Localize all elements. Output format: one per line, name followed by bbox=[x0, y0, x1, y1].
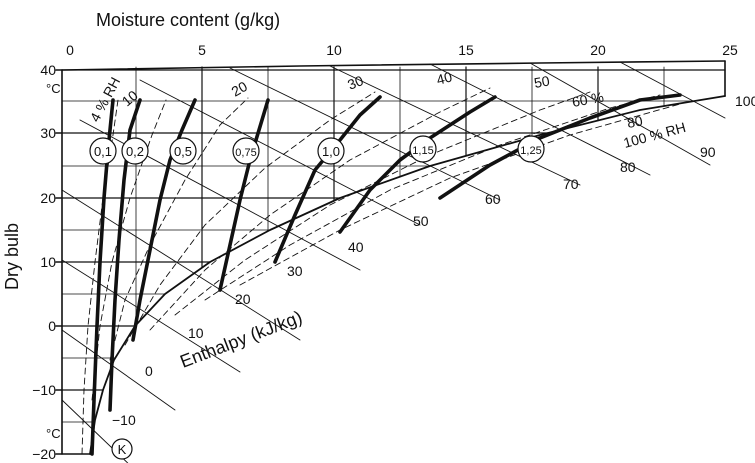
ratio-label-text: 1,15 bbox=[412, 145, 433, 157]
temperature-tick-label: −20 bbox=[32, 446, 56, 462]
relative-humidity-curve bbox=[204, 94, 661, 301]
temperature-tick-label: 0 bbox=[48, 318, 56, 334]
moisture-tick-label: 0 bbox=[66, 42, 74, 58]
enthalpy-value-label: 30 bbox=[287, 263, 303, 279]
ratio-label-circle bbox=[517, 135, 545, 163]
temperature-tick-label: 10 bbox=[40, 254, 56, 270]
relative-humidity-label: 50 bbox=[533, 72, 551, 90]
ratio-label-text: 0,75 bbox=[235, 147, 256, 159]
ratio-label-circle bbox=[409, 135, 437, 163]
relative-humidity-curve bbox=[239, 103, 681, 286]
relative-humidity-curve bbox=[124, 91, 376, 346]
y-axis-label: Dry bulb bbox=[2, 223, 22, 290]
relative-humidity-label: 80 bbox=[626, 112, 644, 130]
temperature-tick-label: 20 bbox=[40, 190, 56, 206]
temperature-tick-label: 40 bbox=[40, 62, 56, 78]
relative-humidity-label: 60 % bbox=[571, 89, 605, 110]
relative-humidity-label: 40 bbox=[435, 68, 454, 88]
enthalpy-value-label: 50 bbox=[413, 213, 429, 229]
relative-humidity-curve bbox=[149, 87, 491, 331]
moisture-tick-label: 25 bbox=[722, 42, 738, 58]
enthalpy-line bbox=[619, 61, 726, 119]
moisture-tick-label: 10 bbox=[326, 42, 342, 58]
enthalpy-value-label: 0 bbox=[145, 363, 153, 379]
moisture-tick-label: 15 bbox=[458, 42, 474, 58]
ratio-label-text: 1,25 bbox=[520, 145, 541, 157]
enthalpy-line bbox=[529, 62, 711, 166]
enthalpy-line bbox=[61, 259, 241, 373]
enthalpy-line bbox=[229, 67, 501, 201]
enthalpy-value-label: 80 bbox=[620, 159, 636, 175]
enthalpy-line bbox=[61, 329, 176, 411]
enthalpy-value-label: 10 bbox=[188, 325, 204, 341]
moisture-tick-label: 5 bbox=[198, 42, 206, 58]
enthalpy-line bbox=[329, 65, 581, 186]
relative-humidity-label: 4 % RH bbox=[87, 74, 124, 124]
relative-humidity-label: 30 bbox=[345, 72, 366, 93]
ratio-curve bbox=[108, 98, 142, 412]
enthalpy-value-label: 90 bbox=[700, 144, 716, 160]
enthalpy-line bbox=[429, 63, 651, 176]
chart-top-boundary bbox=[61, 60, 726, 71]
point-k-label: K bbox=[118, 442, 127, 457]
moisture-tick-label: 20 bbox=[590, 42, 606, 58]
ratio-label-text: 1,0 bbox=[322, 144, 340, 159]
ratio-label-text: 0,2 bbox=[126, 144, 144, 159]
ratio-label-text: 0,1 bbox=[94, 144, 112, 159]
enthalpy-value-label: 20 bbox=[235, 291, 251, 307]
enthalpy-value-label: 40 bbox=[348, 239, 364, 255]
ratio-curve bbox=[438, 93, 682, 200]
chart-title: Moisture content (g/kg) bbox=[96, 10, 280, 30]
ratio-label-circle bbox=[317, 137, 345, 165]
enthalpy-value-label: 60 bbox=[485, 191, 501, 207]
enthalpy-value-label: 100 bbox=[735, 93, 755, 109]
enthalpy-value-label: 70 bbox=[563, 176, 579, 192]
ratio-label-circle bbox=[169, 137, 197, 165]
ratio-label-circle bbox=[121, 137, 149, 165]
relative-humidity-curve bbox=[174, 91, 591, 316]
ratio-label-text: 0,5 bbox=[174, 144, 192, 159]
ratio-label-circle bbox=[89, 137, 117, 165]
ratio-curve bbox=[131, 98, 197, 342]
unit-celsius-bottom: °C bbox=[46, 426, 61, 441]
ratio-curve bbox=[338, 95, 497, 234]
ratio-label-circle bbox=[232, 137, 260, 165]
relative-humidity-curve bbox=[81, 99, 119, 455]
unit-celsius-top: °C bbox=[46, 81, 61, 96]
ratio-curve bbox=[218, 98, 270, 292]
enthalpy-value-label: −10 bbox=[112, 412, 136, 428]
relative-humidity-curve bbox=[109, 97, 249, 361]
relative-humidity-label: 20 bbox=[229, 78, 251, 100]
temperature-tick-label: 30 bbox=[40, 125, 56, 141]
temperature-tick-label: −10 bbox=[32, 382, 56, 398]
point-k-circle bbox=[111, 438, 133, 460]
enthalpy-line bbox=[139, 79, 421, 226]
